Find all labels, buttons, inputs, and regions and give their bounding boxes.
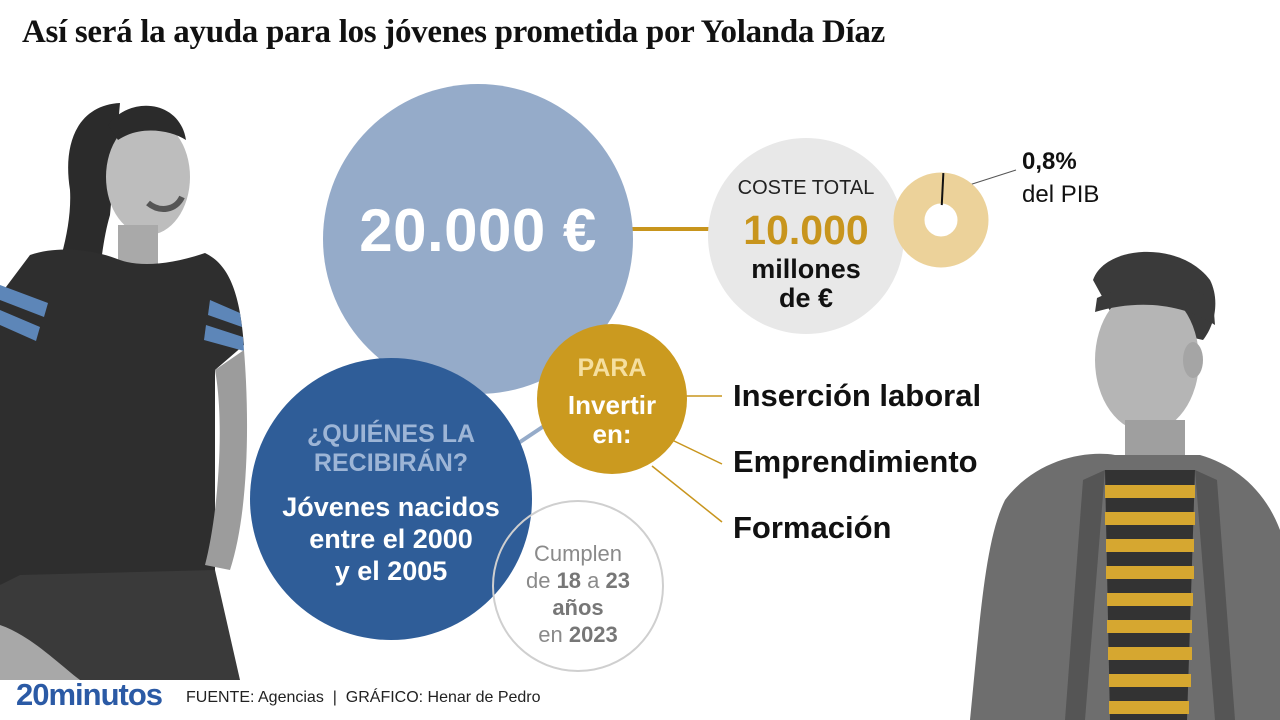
logo-20minutos: 20minutos <box>16 677 163 712</box>
infographic-title: Así será la ayuda para los jóvenes prome… <box>22 14 885 50</box>
woman-photo <box>0 103 248 680</box>
who-answer: Jóvenes nacidos entre el 2000 y el 2005 <box>250 491 532 587</box>
age-year: 2023 <box>568 622 618 647</box>
age-circle <box>492 500 664 672</box>
age-to: 23 <box>605 568 631 593</box>
target-formacion: Formación <box>733 510 892 545</box>
cost-label: COSTE TOTAL <box>737 177 875 199</box>
age-line3: años <box>552 595 604 620</box>
man-photo <box>970 251 1280 720</box>
cost-value: 10.000 <box>743 207 869 253</box>
age-line1: Cumplen <box>533 541 623 566</box>
pib-share-slice <box>940 173 945 206</box>
who-circle <box>250 358 532 640</box>
who-answer-line2: entre el 2000 <box>309 524 473 554</box>
pib-label: del PIB <box>1022 181 1100 208</box>
age-line2: de 18 a 23 <box>492 567 664 594</box>
purpose-text: Invertir en: <box>537 391 687 449</box>
amount-value: 20.000 € <box>359 197 597 264</box>
who-question: ¿QUIÉNES LA RECIBIRÁN? <box>250 420 532 478</box>
connector-emprendimiento <box>671 439 723 465</box>
age-line4: en 2023 <box>492 621 664 648</box>
who-answer-line1: Jóvenes nacidos <box>282 492 500 522</box>
target-emprendimiento: Emprendimiento <box>733 444 978 479</box>
purpose-line1: Invertir <box>567 390 657 420</box>
age-text: Cumplen de 18 a 23 años en 2023 <box>492 540 664 648</box>
pib-donut-ring <box>893 172 989 268</box>
pib-donut <box>893 172 989 268</box>
pib-leader-line <box>965 169 1017 187</box>
pib-percent: 0,8% <box>1022 148 1077 175</box>
who-question-line2: RECIBIRÁN? <box>313 449 469 477</box>
cost-unit-line1: millones <box>751 254 861 284</box>
who-question-line1: ¿QUIÉNES LA <box>306 420 476 448</box>
purpose-circle <box>537 324 687 474</box>
age-from: 18 <box>556 568 582 593</box>
connector-formacion <box>651 465 723 523</box>
cost-circle <box>708 138 904 334</box>
age-pre: de <box>525 568 551 593</box>
purpose-label: PARA <box>577 354 647 382</box>
who-answer-line3: y el 2005 <box>334 556 448 586</box>
age-line4-pre: en <box>538 622 563 647</box>
cost-unit: millones de € <box>708 255 904 313</box>
purpose-line2: en: <box>592 419 632 449</box>
age-mid: a <box>587 568 600 593</box>
source-credit: FUENTE: Agencias | GRÁFICO: Henar de Ped… <box>186 689 541 706</box>
cost-unit-line2: de € <box>778 283 834 313</box>
target-insercion-laboral: Inserción laboral <box>733 378 982 413</box>
